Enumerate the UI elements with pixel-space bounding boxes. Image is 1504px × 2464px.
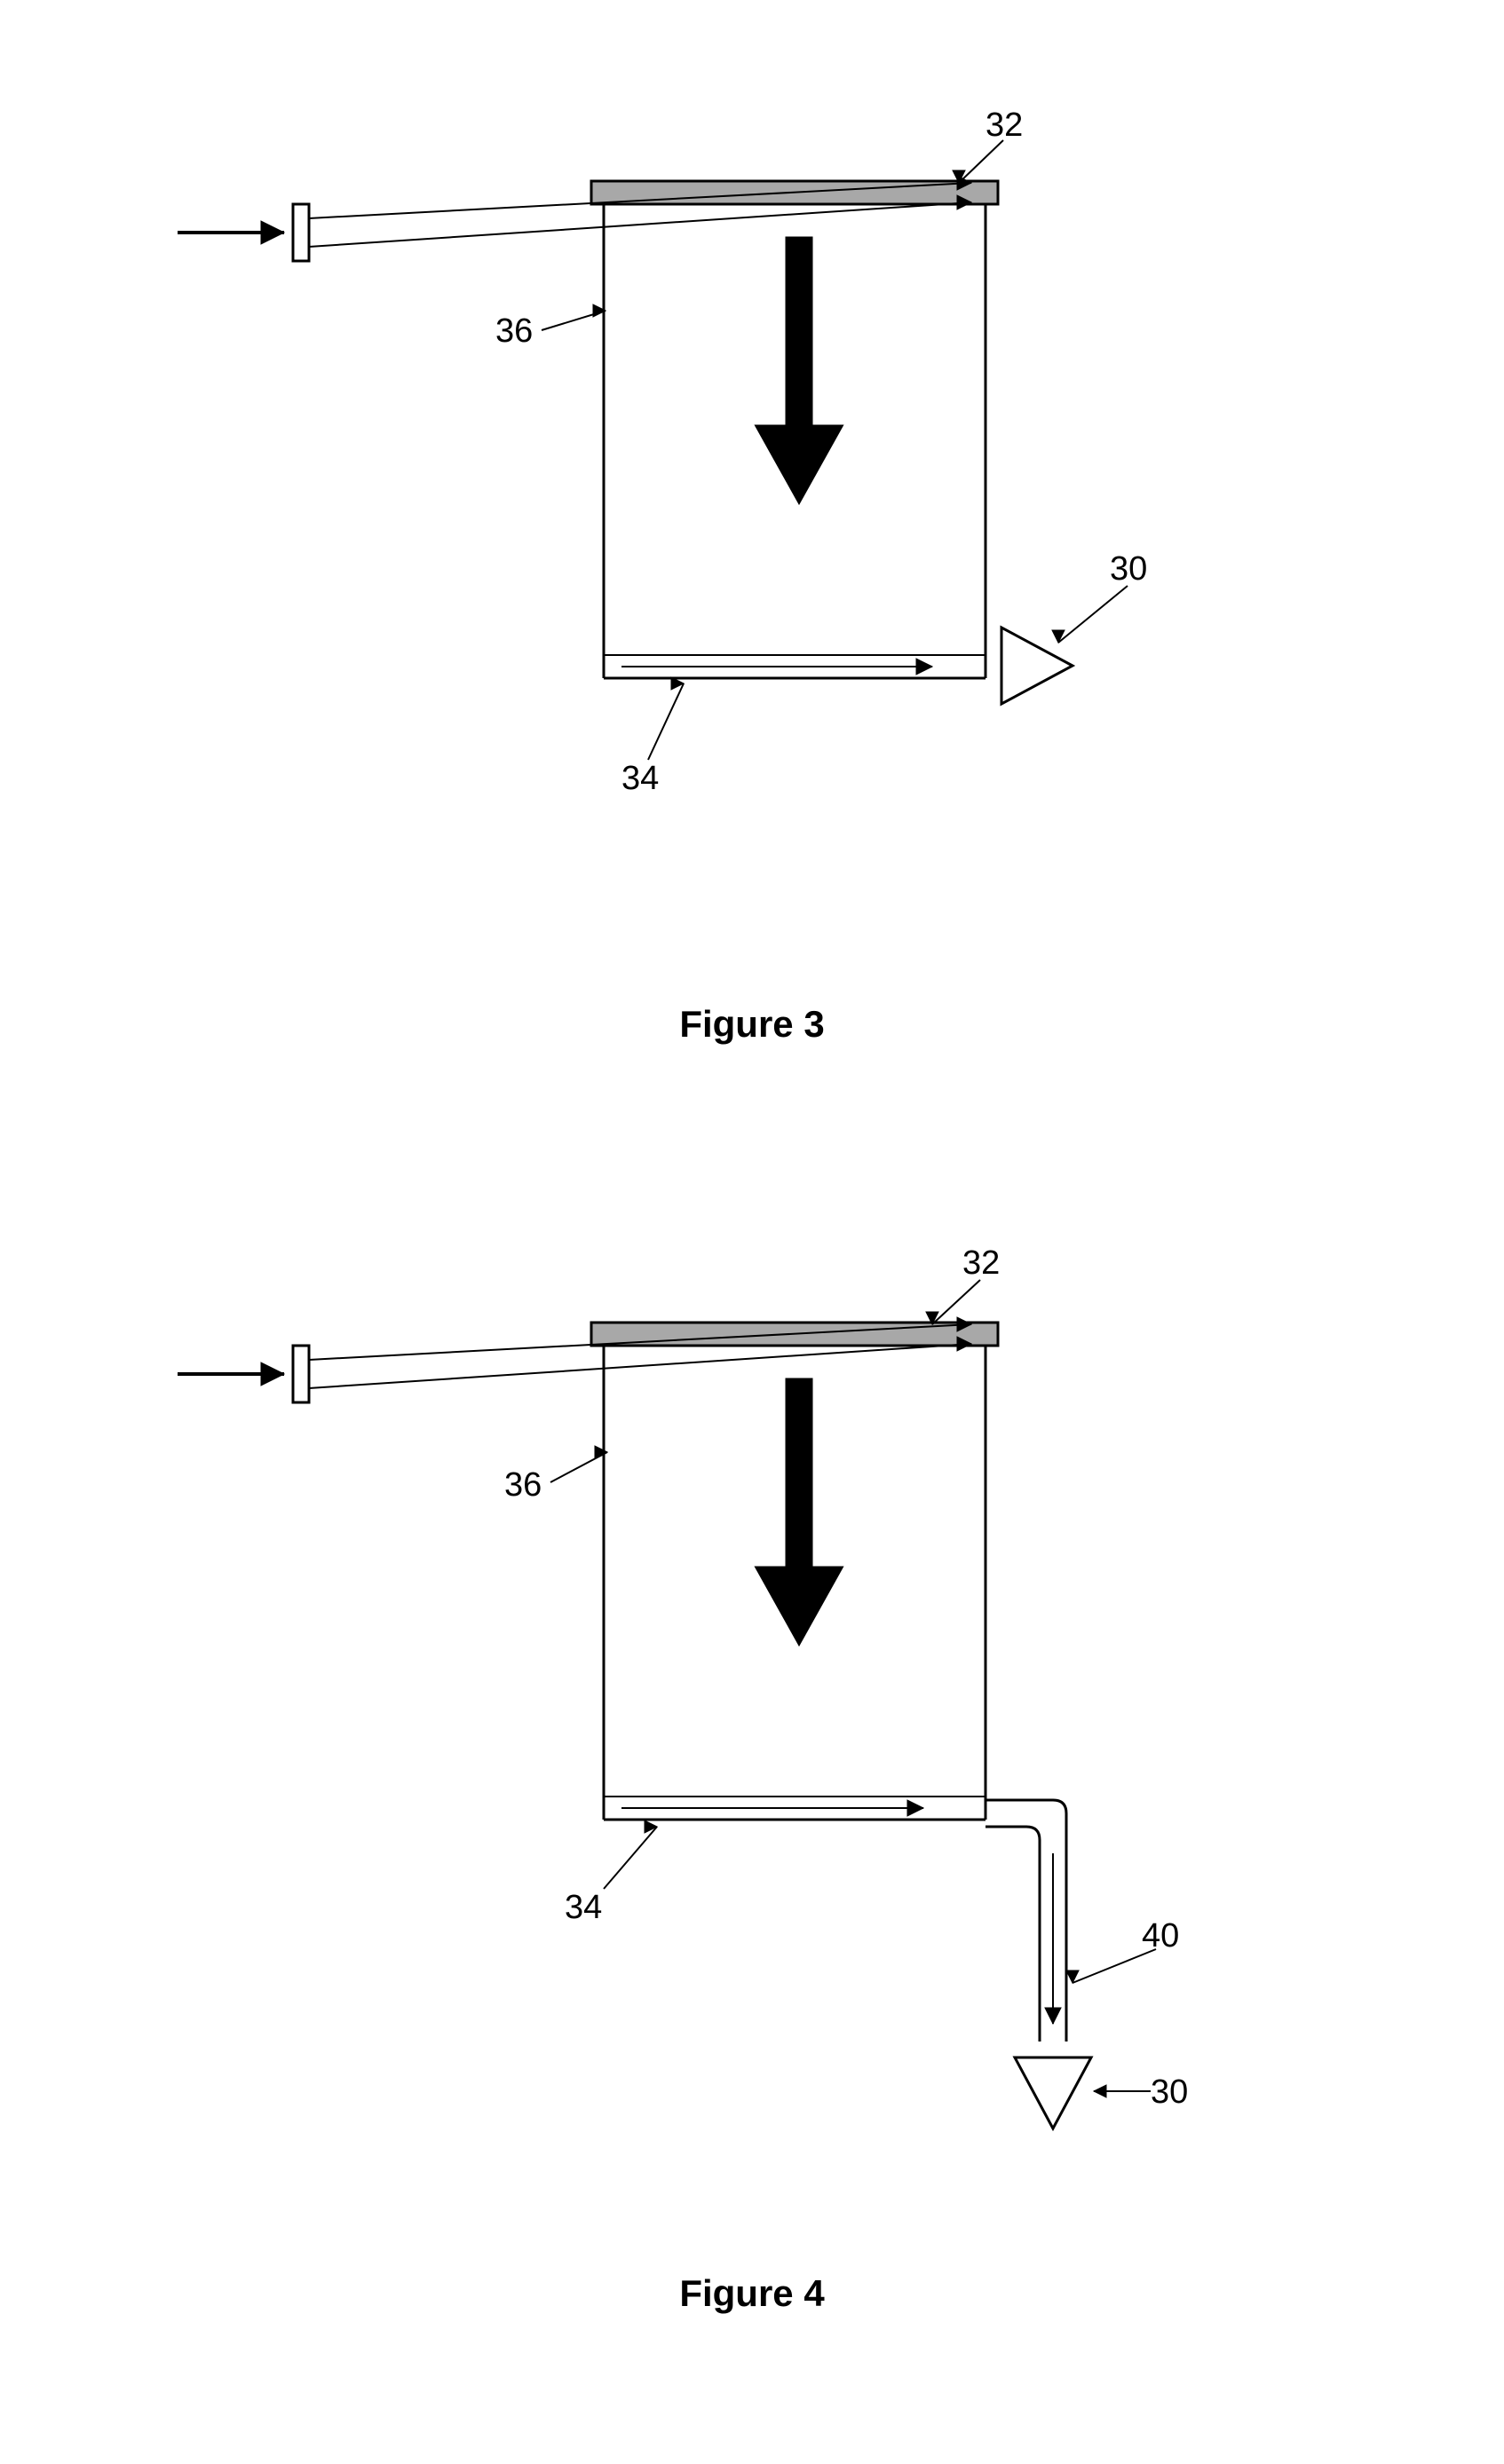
ref-40-fig4: 40 [1142,1917,1179,1955]
ref-32-fig3: 32 [986,107,1023,145]
ref-30-fig3: 30 [1110,550,1147,588]
ref-34-fig3: 34 [621,760,659,798]
figure4-caption: Figure 4 [0,2272,1504,2315]
ref-32-fig4: 32 [962,1244,1000,1283]
ref-30-fig4: 30 [1151,2073,1188,2112]
patent-figure-page: Figure 3 Figure 4 32 36 30 34 32 36 34 4… [0,0,1504,2464]
ref-34-fig4: 34 [565,1889,602,1927]
figure3-caption: Figure 3 [0,1003,1504,1046]
ref-36-fig4: 36 [504,1466,542,1504]
figure-canvas [0,0,1504,2464]
ref-36-fig3: 36 [495,312,533,351]
